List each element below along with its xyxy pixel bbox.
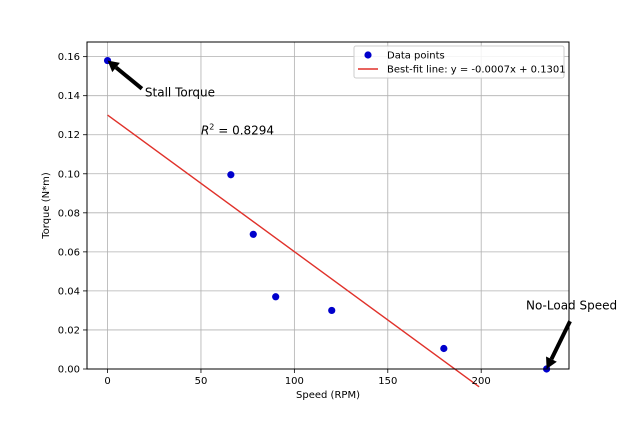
x-tick-label: 0	[104, 376, 110, 387]
annotation-arrow-head	[546, 356, 557, 369]
y-tick-label: 0.10	[58, 169, 80, 180]
y-tick-label: 0.14	[58, 91, 80, 102]
y-tick-label: 0.02	[58, 325, 80, 336]
y-tick-label: 0.06	[58, 247, 80, 258]
x-tick-label: 50	[195, 376, 208, 387]
legend: Data points Best-fit line: y = -0.0007x …	[353, 45, 566, 79]
legend-label-best-fit: Best-fit line: y = -0.0007x + 0.1301	[387, 65, 566, 76]
no-load-speed-annotation: No-Load Speed	[526, 298, 617, 312]
annotation-arrow-shaft	[549, 320, 572, 361]
annotations: Stall Torque No-Load Speed R2 = 0.8294	[107, 60, 617, 369]
data-point	[272, 293, 280, 301]
x-tick-label: 150	[378, 376, 397, 387]
series-layer	[103, 56, 551, 388]
y-tick-label: 0.04	[58, 286, 80, 297]
data-point	[440, 344, 448, 353]
y-axis-label: Torque (N*m)	[41, 172, 52, 240]
y-tick-label: 0.08	[58, 208, 80, 219]
legend-label-data-points: Data points	[387, 51, 445, 62]
data-point	[227, 171, 235, 179]
legend-box	[353, 45, 565, 79]
ticks: 0 50 100 150 200 0.00 0.02 0.04 0.06 0.08 0.10 0.12…	[58, 52, 491, 387]
plot-frame	[86, 41, 570, 370]
y-tick-label: 0.16	[58, 52, 80, 63]
legend-marker-data-points	[364, 51, 372, 59]
x-tick-label: 100	[285, 376, 304, 387]
data-point	[328, 306, 336, 315]
r-squared-superscript: 2	[209, 122, 214, 131]
x-axis-label: Speed (RPM)	[296, 390, 360, 401]
annotation-arrow-shaft	[114, 65, 144, 91]
stall-torque-annotation: Stall Torque	[145, 86, 215, 100]
best-fit-line	[107, 114, 480, 388]
r-squared-value: = 0.8294	[214, 123, 274, 137]
r-squared-label: R2 = 0.8294	[201, 122, 274, 137]
r-squared-symbol: R	[201, 123, 209, 137]
data-point	[249, 230, 257, 238]
annotation-arrow-head	[107, 60, 120, 73]
y-tick-label: 0.12	[58, 130, 80, 141]
y-tick-label: 0.00	[58, 365, 80, 376]
x-tick-label: 200	[472, 376, 491, 387]
